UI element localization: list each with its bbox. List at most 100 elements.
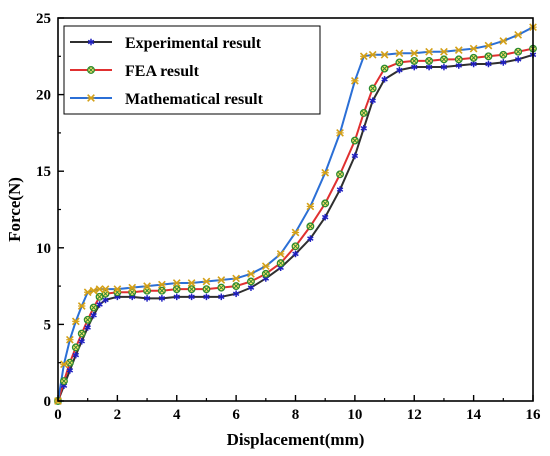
data-point-experimental [396, 66, 403, 74]
data-point-fea [71, 343, 80, 352]
data-point-fea [359, 109, 368, 117]
x-tick-label: 4 [173, 407, 181, 423]
data-point-fea [157, 286, 166, 295]
y-tick-label: 25 [36, 11, 51, 27]
data-point-fea [380, 64, 389, 73]
x-tick-label: 10 [347, 407, 362, 423]
data-point-experimental [84, 324, 91, 331]
legend-marker [87, 66, 95, 74]
data-point-mathematical [217, 276, 226, 284]
x-tick-label: 6 [232, 407, 240, 423]
legend-entry-fea: FEA result [70, 63, 200, 80]
data-point-mathematical [128, 283, 137, 292]
data-point-experimental [72, 351, 80, 359]
y-tick-label: 15 [36, 164, 51, 180]
x-axis-label: Displacement(mm) [227, 430, 365, 449]
data-point-fea [217, 283, 226, 292]
data-point-mathematical [395, 49, 404, 58]
y-tick-label: 10 [36, 241, 51, 257]
data-point-experimental [96, 301, 103, 308]
legend-entry-mathematical: Mathematical result [70, 91, 264, 108]
data-point-mathematical [247, 269, 255, 278]
legend-swatch [70, 94, 112, 102]
data-point-experimental [500, 59, 507, 66]
data-point-fea [368, 84, 377, 93]
data-point-experimental [321, 213, 329, 221]
legend-label: FEA result [125, 63, 200, 80]
data-point-fea [202, 285, 211, 294]
data-point-experimental [381, 75, 388, 83]
x-tick-label: 0 [54, 407, 62, 423]
data-point-mathematical [261, 262, 270, 271]
x-tick-label: 2 [114, 407, 122, 423]
data-point-fea [232, 282, 241, 291]
legend-marker [87, 94, 95, 102]
data-point-experimental [440, 63, 448, 71]
legend-marker [87, 38, 95, 46]
data-point-mathematical [89, 286, 98, 295]
data-point-fea [395, 58, 404, 67]
data-point-mathematical [514, 30, 523, 39]
data-point-experimental [514, 56, 522, 63]
legend: Experimental result FEA result Mathemati… [63, 25, 321, 115]
data-point-fea [65, 358, 74, 367]
x-tick-label: 8 [292, 407, 300, 423]
data-point-experimental [360, 125, 368, 132]
data-point-fea [77, 329, 86, 338]
data-point-mathematical [172, 279, 181, 287]
data-point-mathematical [306, 202, 315, 211]
data-point-fea [321, 199, 330, 208]
data-point-mathematical [83, 288, 92, 297]
x-tick-label: 14 [466, 407, 482, 423]
data-point-fea [469, 53, 478, 62]
data-point-mathematical [321, 168, 330, 177]
x-tick-label: 12 [407, 407, 422, 423]
data-point-fea [247, 277, 255, 286]
data-point-experimental [203, 293, 210, 301]
data-point-fea [101, 289, 110, 298]
data-point-fea [261, 269, 270, 278]
y-tick-label: 5 [44, 317, 52, 333]
data-point-fea [350, 136, 359, 145]
data-point-experimental [485, 60, 492, 68]
data-point-experimental [173, 293, 180, 301]
data-point-fea [172, 285, 181, 294]
data-point-experimental [369, 97, 376, 105]
data-point-mathematical [380, 50, 389, 59]
data-point-mathematical [202, 277, 211, 286]
data-point-mathematical [187, 279, 196, 287]
data-point-fea [95, 292, 104, 301]
legend-label: Experimental result [125, 35, 262, 52]
data-point-fea [514, 47, 523, 56]
data-point-experimental [336, 186, 344, 193]
x-tick-label: 16 [526, 407, 542, 423]
legend-entry-experimental: Experimental result [70, 35, 262, 52]
data-point-fea [187, 285, 196, 294]
data-point-experimental [292, 250, 299, 258]
data-point-fea [291, 242, 300, 251]
plot-markers [54, 23, 537, 405]
data-point-fea [306, 222, 315, 231]
legend-swatch [70, 66, 112, 74]
data-point-fea [128, 288, 137, 297]
data-point-fea [499, 50, 508, 59]
data-point-mathematical [425, 47, 433, 56]
data-point-mathematical [368, 50, 377, 59]
data-point-mathematical [66, 335, 74, 344]
data-point-mathematical [499, 37, 508, 45]
data-point-mathematical [291, 228, 300, 237]
data-point-mathematical [143, 282, 151, 290]
data-point-experimental [218, 293, 225, 301]
data-point-fea [425, 56, 434, 65]
data-point-fea [439, 55, 448, 64]
data-point-fea [410, 56, 419, 65]
data-point-mathematical [410, 49, 419, 58]
y-tick-label: 0 [44, 394, 52, 410]
y-tick-label: 20 [36, 88, 51, 104]
data-point-experimental [78, 337, 85, 345]
data-point-fea [484, 52, 493, 61]
data-point-mathematical [101, 285, 110, 294]
y-axis-ticks: 0 5 10 15 20 25 [36, 11, 64, 410]
data-point-fea [276, 259, 285, 268]
data-point-mathematical [484, 41, 493, 50]
